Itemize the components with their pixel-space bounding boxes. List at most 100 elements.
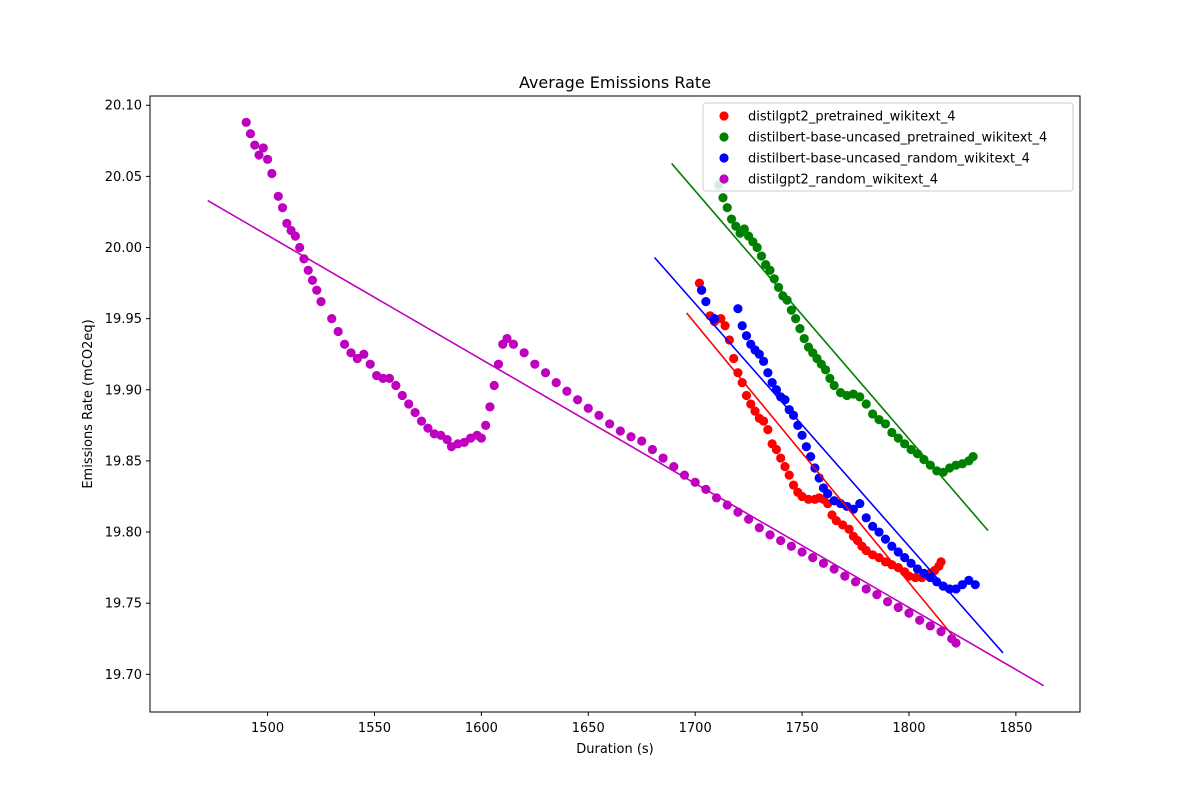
- data-point: [752, 242, 762, 253]
- data-point: [254, 150, 264, 160]
- data-point: [615, 426, 625, 436]
- data-point: [754, 349, 764, 359]
- data-point: [711, 493, 722, 503]
- data-point: [333, 326, 343, 337]
- legend-entry: distilbert-base-uncased_random_wikitext_…: [748, 152, 1030, 167]
- data-point: [739, 224, 749, 234]
- legend-entry: distilbert-base-uncased_pretrained_wikit…: [748, 131, 1047, 146]
- data-point: [765, 530, 775, 540]
- data-point: [758, 356, 769, 366]
- y-tick-label: 20.00: [105, 241, 142, 256]
- x-tick-label: 1650: [572, 721, 605, 736]
- data-point: [906, 558, 916, 568]
- data-point: [795, 324, 805, 334]
- y-tick-label: 19.70: [105, 668, 142, 683]
- data-point: [754, 523, 764, 533]
- legend-box: [702, 102, 1074, 192]
- y-tick-label: 19.80: [105, 526, 142, 541]
- data-point: [733, 304, 743, 314]
- data-point: [722, 203, 732, 213]
- x-tick-label: 1850: [999, 721, 1032, 736]
- data-point: [258, 143, 268, 153]
- data-point: [562, 386, 572, 396]
- data-point: [720, 321, 730, 331]
- data-point: [756, 251, 767, 261]
- chart-title: Average Emissions Rate: [519, 73, 711, 92]
- x-tick-label: 1550: [358, 721, 391, 736]
- data-point: [303, 265, 313, 275]
- data-point: [277, 203, 288, 213]
- data-point: [741, 331, 752, 341]
- data-point: [763, 368, 773, 378]
- data-point: [716, 314, 726, 324]
- data-point: [936, 627, 946, 637]
- data-point: [694, 278, 705, 288]
- data-point: [726, 214, 737, 224]
- data-point: [250, 140, 260, 150]
- data-point: [786, 305, 796, 315]
- data-point: [731, 221, 741, 231]
- data-point: [750, 406, 760, 416]
- data-point: [784, 470, 794, 480]
- data-point: [829, 380, 839, 391]
- data-point: [519, 348, 529, 358]
- data-point: [936, 557, 946, 567]
- data-point: [829, 564, 839, 574]
- data-point: [709, 314, 720, 324]
- data-point: [737, 321, 747, 331]
- y-tick-label: 20.05: [105, 170, 142, 185]
- data-point: [893, 547, 903, 557]
- data-point: [295, 242, 305, 253]
- data-point: [637, 436, 647, 446]
- data-point: [502, 333, 512, 344]
- series-3: [241, 117, 961, 648]
- data-point: [776, 535, 786, 546]
- data-point: [765, 265, 775, 275]
- data-point: [855, 498, 865, 509]
- trend-line-3: [207, 199, 1045, 687]
- data-point: [493, 359, 504, 369]
- y-tick-label: 19.85: [105, 454, 142, 469]
- data-point: [594, 410, 604, 420]
- data-point: [647, 444, 658, 455]
- y-axis: 19.70 19.75 19.80 19.85 19.90 19.95 20.00 20.05…: [105, 99, 150, 683]
- data-point: [771, 444, 782, 455]
- data-point: [327, 314, 337, 324]
- data-point: [423, 423, 433, 433]
- legend-marker: [719, 174, 729, 184]
- data-point: [365, 359, 375, 369]
- data-point: [290, 231, 300, 241]
- data-point: [316, 296, 326, 307]
- data-point: [485, 402, 495, 412]
- data-point: [696, 285, 707, 295]
- data-point: [799, 333, 809, 344]
- data-point: [339, 339, 350, 349]
- data-point: [919, 454, 929, 465]
- data-point: [763, 425, 773, 435]
- data-point: [346, 348, 356, 358]
- data-point: [626, 432, 636, 442]
- data-point: [312, 285, 322, 295]
- data-point: [797, 430, 807, 440]
- data-point: [855, 392, 865, 402]
- data-point: [605, 419, 615, 429]
- data-point: [245, 129, 256, 139]
- y-axis-label: Emissions Rate (mCO2eq): [81, 319, 96, 488]
- trend-line-2: [653, 256, 1004, 654]
- data-point: [572, 395, 583, 405]
- legend-entry: distilgpt2_random_wikitext_4: [748, 173, 938, 188]
- data-point: [818, 558, 829, 568]
- data-point: [874, 527, 884, 537]
- data-point: [786, 541, 796, 551]
- x-tick-label: 1800: [892, 721, 925, 736]
- data-point: [801, 442, 811, 452]
- data-point: [968, 452, 978, 462]
- data-point: [410, 407, 420, 418]
- data-point: [384, 373, 395, 383]
- data-point: [391, 380, 401, 391]
- data-point: [797, 547, 807, 557]
- data-point: [746, 399, 756, 409]
- data-point: [951, 638, 961, 648]
- data-point: [307, 275, 318, 285]
